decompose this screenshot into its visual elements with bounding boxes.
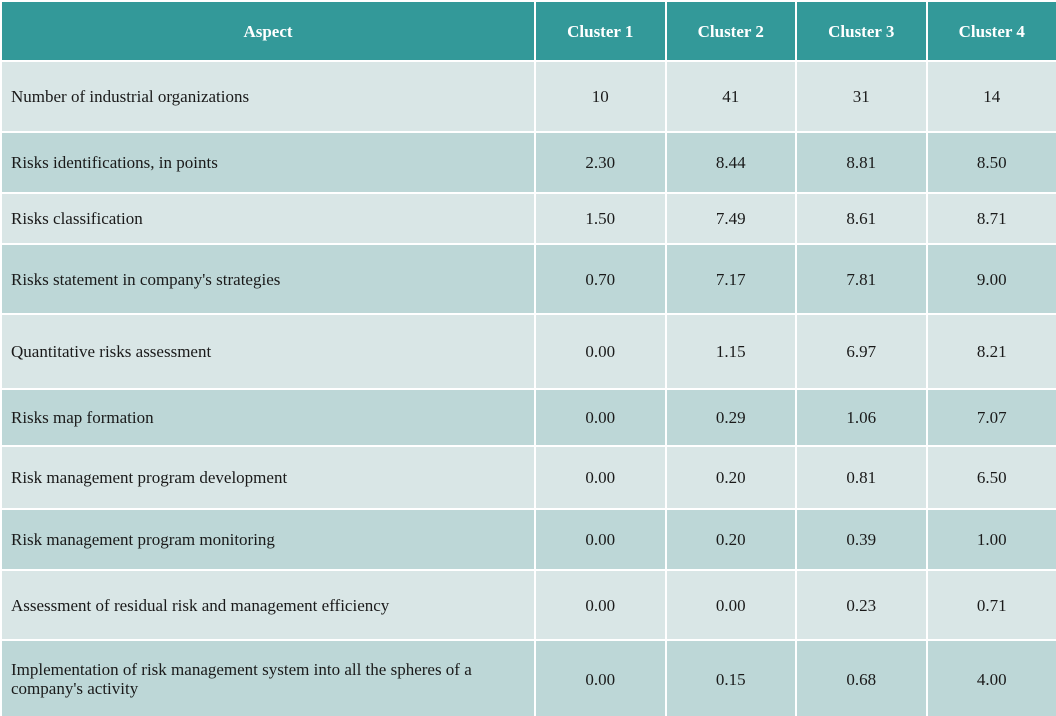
table-row: Risks identifications, in points 2.30 8.… (0, 131, 1056, 194)
cell-cluster-1: 2.30 (534, 131, 667, 194)
table-row: Risk management program monitoring 0.00 … (0, 508, 1056, 571)
header-cluster-3: Cluster 3 (795, 0, 928, 62)
cell-cluster-2: 0.00 (664, 569, 797, 641)
cell-cluster-2: 0.20 (664, 508, 797, 571)
cell-cluster-4: 7.07 (925, 388, 1056, 447)
cell-cluster-4: 1.00 (925, 508, 1056, 571)
row-aspect: Number of industrial organizations (0, 60, 536, 133)
cell-cluster-3: 0.23 (795, 569, 928, 641)
cell-cluster-3: 0.39 (795, 508, 928, 571)
table-row: Implementation of risk management system… (0, 639, 1056, 716)
header-cluster-4: Cluster 4 (925, 0, 1056, 62)
table-header-row: Aspect Cluster 1 Cluster 2 Cluster 3 Clu… (0, 0, 1056, 62)
cell-cluster-1: 10 (534, 60, 667, 133)
table-row: Risks statement in company's strategies … (0, 243, 1056, 315)
row-aspect: Implementation of risk management system… (0, 639, 536, 716)
cell-cluster-4: 4.00 (925, 639, 1056, 716)
cell-cluster-2: 0.15 (664, 639, 797, 716)
cell-cluster-3: 0.68 (795, 639, 928, 716)
cell-cluster-3: 31 (795, 60, 928, 133)
cell-cluster-3: 0.81 (795, 445, 928, 510)
row-aspect: Risks classification (0, 192, 536, 245)
cell-cluster-1: 0.00 (534, 313, 667, 390)
header-cluster-2: Cluster 2 (664, 0, 797, 62)
cell-cluster-2: 0.29 (664, 388, 797, 447)
cell-cluster-1: 0.00 (534, 569, 667, 641)
table-row: Assessment of residual risk and manageme… (0, 569, 1056, 641)
row-aspect: Assessment of residual risk and manageme… (0, 569, 536, 641)
cell-cluster-3: 7.81 (795, 243, 928, 315)
cell-cluster-4: 8.50 (925, 131, 1056, 194)
row-aspect: Quantitative risks assessment (0, 313, 536, 390)
cell-cluster-4: 8.71 (925, 192, 1056, 245)
cell-cluster-2: 7.49 (664, 192, 797, 245)
cell-cluster-3: 8.81 (795, 131, 928, 194)
table-row: Number of industrial organizations 10 41… (0, 60, 1056, 133)
cell-cluster-1: 1.50 (534, 192, 667, 245)
row-aspect: Risks identifications, in points (0, 131, 536, 194)
table-row: Quantitative risks assessment 0.00 1.15 … (0, 313, 1056, 390)
row-aspect: Risks statement in company's strategies (0, 243, 536, 315)
cell-cluster-4: 0.71 (925, 569, 1056, 641)
cell-cluster-4: 9.00 (925, 243, 1056, 315)
row-aspect: Risk management program development (0, 445, 536, 510)
header-cluster-1: Cluster 1 (534, 0, 667, 62)
cell-cluster-1: 0.00 (534, 388, 667, 447)
cell-cluster-1: 0.00 (534, 639, 667, 716)
cell-cluster-2: 1.15 (664, 313, 797, 390)
cell-cluster-3: 8.61 (795, 192, 928, 245)
cell-cluster-1: 0.00 (534, 508, 667, 571)
cell-cluster-2: 0.20 (664, 445, 797, 510)
cell-cluster-2: 8.44 (664, 131, 797, 194)
cell-cluster-2: 41 (664, 60, 797, 133)
cell-cluster-3: 1.06 (795, 388, 928, 447)
table-row: Risk management program development 0.00… (0, 445, 1056, 510)
table-row: Risks map formation 0.00 0.29 1.06 7.07 (0, 388, 1056, 447)
table-row: Risks classification 1.50 7.49 8.61 8.71 (0, 192, 1056, 245)
cell-cluster-3: 6.97 (795, 313, 928, 390)
cell-cluster-1: 0.00 (534, 445, 667, 510)
row-aspect: Risk management program monitoring (0, 508, 536, 571)
cell-cluster-4: 14 (925, 60, 1056, 133)
cell-cluster-2: 7.17 (664, 243, 797, 315)
row-aspect: Risks map formation (0, 388, 536, 447)
cell-cluster-4: 6.50 (925, 445, 1056, 510)
header-aspect: Aspect (0, 0, 536, 62)
cell-cluster-4: 8.21 (925, 313, 1056, 390)
cell-cluster-1: 0.70 (534, 243, 667, 315)
